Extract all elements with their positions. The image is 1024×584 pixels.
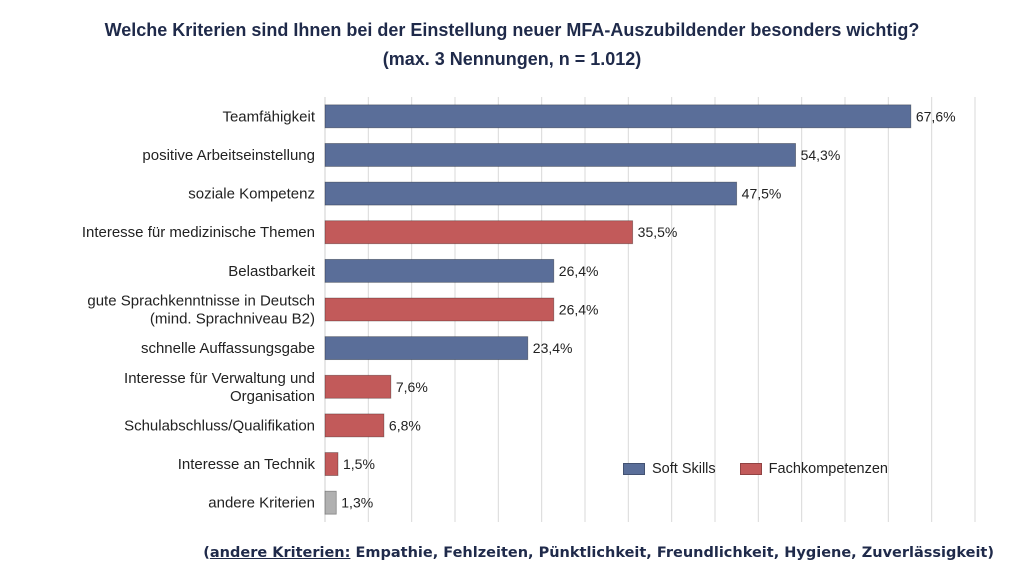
bar	[324, 143, 797, 167]
chart-title: Welche Kriterien sind Ihnen bei der Eins…	[104, 20, 920, 40]
footnote-label: andere Kriterien:	[209, 545, 351, 561]
bar	[324, 374, 392, 399]
legend-swatch-fachkompetenzen	[739, 463, 762, 475]
category-label: Organisation	[230, 388, 315, 405]
bar	[324, 258, 555, 283]
bar	[324, 104, 912, 129]
bar	[324, 336, 529, 361]
category-label: schnelle Auffassungsgabe	[141, 340, 315, 357]
data-label: 1,5%	[343, 456, 375, 472]
legend-label-fachkompetenzen: Fachkompetenzen	[768, 461, 888, 477]
data-label: 26,4%	[559, 302, 599, 318]
category-label: Schulabschluss/Qualifikation	[124, 417, 315, 434]
bar	[324, 181, 738, 206]
bar	[324, 452, 339, 476]
category-label: Interesse für Verwaltung und	[124, 370, 315, 387]
data-label: 54,3%	[801, 147, 841, 163]
category-label: Interesse an Technik	[178, 456, 316, 473]
category-label: soziale Kompetenz	[188, 186, 315, 203]
footnote: (andere Kriterien: Empathie, Fehlzeiten,…	[203, 545, 994, 561]
data-label: 6,8%	[389, 417, 421, 433]
legend-swatch-soft-skills	[623, 463, 645, 475]
category-label: andere Kriterien	[208, 495, 315, 512]
bar	[324, 413, 385, 438]
legend-item-soft-skills: Soft Skills	[623, 461, 716, 477]
bar	[324, 490, 337, 515]
legend-item-fachkompetenzen: Fachkompetenzen	[739, 461, 888, 477]
footnote-open-paren: (	[203, 545, 210, 561]
data-label: 23,4%	[533, 340, 573, 356]
chart-subtitle: (max. 3 Nennungen, n = 1.012)	[382, 49, 642, 69]
category-label: Belastbarkeit	[228, 263, 316, 280]
bar	[324, 220, 634, 245]
data-label: 1,3%	[341, 495, 373, 511]
data-label: 26,4%	[559, 263, 599, 279]
data-label: 47,5%	[742, 186, 782, 202]
category-label: Teamfähigkeit	[222, 108, 315, 125]
chart-legend: Soft Skills Fachkompetenzen	[623, 461, 912, 477]
data-label: 67,6%	[916, 108, 956, 124]
category-label: (mind. Sprachniveau B2)	[150, 311, 315, 328]
legend-label-soft-skills: Soft Skills	[652, 461, 716, 477]
data-label: 7,6%	[396, 379, 428, 395]
bar	[324, 297, 555, 322]
footnote-text: Empathie, Fehlzeiten, Pünktlichkeit, Fre…	[350, 545, 994, 561]
category-label: gute Sprachkenntnisse in Deutsch	[87, 293, 315, 310]
category-label: positive Arbeitseinstellung	[142, 147, 315, 164]
category-label: Interesse für medizinische Themen	[82, 224, 315, 241]
data-label: 35,5%	[638, 224, 678, 240]
